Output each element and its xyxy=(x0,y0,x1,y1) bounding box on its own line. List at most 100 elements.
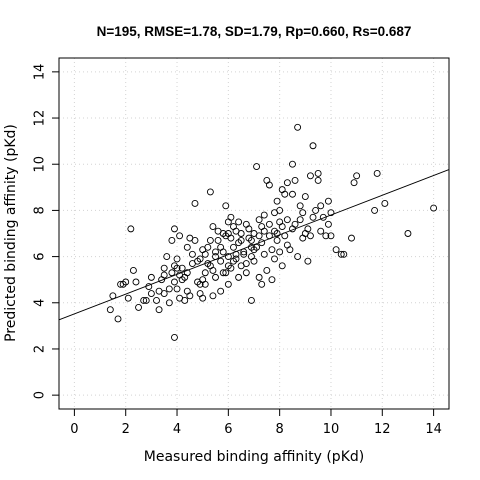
data-point xyxy=(191,236,199,244)
data-point xyxy=(242,269,250,277)
data-point xyxy=(142,297,150,304)
data-point xyxy=(153,297,160,304)
data-point xyxy=(163,253,171,261)
data-point xyxy=(371,206,379,214)
data-point xyxy=(245,225,253,233)
data-point xyxy=(176,232,184,240)
data-point xyxy=(281,190,289,198)
data-point xyxy=(129,266,137,274)
data-point xyxy=(314,170,322,177)
data-point xyxy=(222,202,230,210)
data-point xyxy=(222,269,230,277)
data-point xyxy=(237,230,245,237)
x-axis-title: Measured binding affinity (pKd) xyxy=(144,449,364,465)
data-point xyxy=(291,220,299,228)
data-point xyxy=(127,225,135,233)
data-point xyxy=(296,216,304,224)
data-point xyxy=(276,248,284,256)
data-point xyxy=(373,170,381,177)
data-point xyxy=(181,297,189,304)
data-point xyxy=(209,266,217,274)
data-point xyxy=(247,236,255,244)
data-point xyxy=(278,223,286,231)
y-axis: 0 2 4 6 8 10 12 14 xyxy=(33,64,60,399)
data-point xyxy=(283,241,291,249)
data-point xyxy=(283,216,291,224)
data-point xyxy=(324,220,332,228)
y-tick-label: 4 xyxy=(33,299,48,307)
data-point xyxy=(299,209,307,217)
data-point xyxy=(165,299,173,307)
data-point xyxy=(296,202,304,210)
data-point xyxy=(404,230,412,237)
data-point xyxy=(273,197,281,205)
data-point xyxy=(176,271,184,279)
data-point xyxy=(340,250,348,258)
data-point xyxy=(289,160,296,168)
data-point xyxy=(201,250,209,258)
data-point xyxy=(209,223,217,231)
data-point xyxy=(353,172,361,180)
data-point xyxy=(304,257,312,265)
data-point xyxy=(235,273,243,281)
y-axis-title: Predicted binding affinity (pKd) xyxy=(3,124,19,342)
data-point xyxy=(322,232,330,240)
data-point xyxy=(294,123,302,131)
y-tick-label: 8 xyxy=(33,206,48,214)
data-points xyxy=(106,123,438,341)
data-point xyxy=(196,280,204,288)
data-point xyxy=(240,248,248,256)
data-point xyxy=(171,278,178,286)
data-point xyxy=(230,243,237,251)
data-point xyxy=(214,236,222,244)
y-tick-label: 14 xyxy=(33,64,48,81)
data-point xyxy=(224,262,232,270)
y-tick-label: 6 xyxy=(33,252,48,260)
x-axis: 0 2 4 6 8 10 12 14 xyxy=(70,408,442,437)
data-point xyxy=(109,292,117,300)
data-point xyxy=(237,236,245,244)
data-point xyxy=(217,287,225,295)
data-point xyxy=(214,227,222,235)
data-point xyxy=(230,257,237,265)
data-point xyxy=(324,197,332,205)
data-point xyxy=(317,202,325,210)
data-point xyxy=(265,181,273,189)
fit-line xyxy=(58,169,450,321)
data-point xyxy=(206,188,214,196)
data-point xyxy=(217,257,225,265)
x-tick-label: 10 xyxy=(323,422,340,437)
data-point xyxy=(281,232,289,240)
data-point xyxy=(268,246,276,254)
data-point xyxy=(319,213,327,221)
data-point xyxy=(258,280,266,288)
data-point xyxy=(160,290,168,297)
y-tick-label: 12 xyxy=(33,110,48,127)
data-point xyxy=(306,172,314,180)
data-point xyxy=(183,243,191,251)
y-tick-label: 10 xyxy=(33,156,48,173)
plot-frame xyxy=(58,57,450,410)
data-point xyxy=(350,179,358,187)
data-point xyxy=(283,179,291,187)
data-point xyxy=(327,232,335,240)
data-point xyxy=(309,142,317,150)
data-point xyxy=(263,266,271,274)
data-point xyxy=(171,225,178,233)
data-point xyxy=(258,223,266,231)
data-point xyxy=(291,176,299,184)
data-point xyxy=(188,250,196,258)
data-point xyxy=(191,200,199,207)
data-point xyxy=(160,271,168,279)
data-point xyxy=(314,176,322,184)
data-point xyxy=(255,216,263,224)
data-point xyxy=(186,292,194,300)
data-point xyxy=(212,248,219,256)
data-point xyxy=(242,260,250,267)
data-point xyxy=(227,213,235,221)
data-point xyxy=(173,255,181,263)
data-point xyxy=(165,285,173,293)
data-point xyxy=(212,253,219,261)
data-point xyxy=(122,278,130,286)
